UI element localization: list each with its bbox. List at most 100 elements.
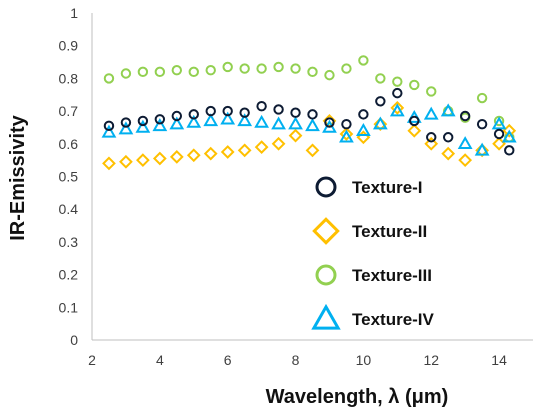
plot-area [101,55,517,171]
data-point [103,120,115,132]
data-point [491,116,507,130]
data-point [339,127,354,141]
data-point [355,123,371,136]
data-point [237,113,253,127]
data-point [137,115,149,127]
data-point [103,73,115,84]
y-axis-title: IR-Emissivity [7,114,29,240]
data-point [136,153,150,168]
data-point [254,140,269,154]
data-point [441,146,456,161]
data-point [492,136,506,151]
legend-item: Texture-I [315,176,423,198]
x-tick-labels: 2 4 6 8 10 12 14 [88,352,507,368]
data-point [457,136,473,150]
data-point [222,61,233,73]
data-point [220,111,236,125]
data-point [358,55,369,66]
data-point [341,63,352,74]
data-point [271,136,286,151]
legend: Texture-I Texture-II Texture-III Texture-IV [311,176,435,330]
data-point [458,153,473,168]
data-point [307,109,318,120]
data-point [120,117,132,128]
data-point [120,68,132,79]
legend-marker [315,176,337,198]
y-tick-label: 0.2 [59,267,79,283]
x-axis-title: Wavelength, λ (μm) [266,386,449,408]
x-tick-label: 4 [156,352,164,368]
data-point [119,154,133,169]
data-point [459,110,471,122]
data-point [239,63,250,74]
data-point [288,116,303,130]
data-point [424,136,439,151]
data-point [389,103,405,117]
legend-item: Texture-IV [311,303,435,330]
data-point [423,106,439,120]
data-point [390,100,405,115]
data-point [373,117,388,132]
data-point [426,86,437,97]
data-point [324,117,335,128]
legend-marker [312,217,340,245]
data-point [375,73,386,84]
y-tick-label: 0.1 [59,299,79,315]
data-point [392,87,403,99]
data-point [440,103,456,117]
data-point [154,114,166,125]
legend-label: Texture-I [352,178,423,197]
data-point [290,63,301,74]
data-point [102,156,116,171]
y-tick-label: 0.4 [59,201,79,217]
data-point [307,66,318,78]
legend-item: Texture-III [315,264,432,286]
y-tick-label: 1 [70,5,78,21]
data-point [239,107,250,118]
data-point [339,129,354,143]
data-point [305,118,320,132]
axes [91,13,533,341]
data-point [341,118,352,130]
data-point [476,92,488,104]
data-point [474,142,490,156]
data-point [271,116,286,130]
data-point [118,121,134,135]
data-point [186,114,202,128]
y-tick-label: 0.8 [59,70,79,86]
x-tick-label: 14 [491,352,507,368]
data-point [188,66,199,78]
y-tick-label: 0.3 [59,234,79,250]
x-tick-label: 12 [423,352,439,368]
legend-item: Texture-II [312,217,427,245]
data-point [476,118,488,130]
y-tick-label: 0.6 [59,136,79,152]
data-point [273,61,284,73]
data-point [154,66,166,78]
data-point [288,128,303,143]
data-point [137,66,149,78]
data-point [203,113,219,127]
data-point [256,63,267,74]
x-tick-label: 2 [88,352,96,368]
data-point [501,129,517,143]
data-point [169,150,184,164]
data-point [169,116,185,130]
data-point [135,119,151,133]
data-point [152,151,167,166]
data-point [101,124,117,138]
data-point [324,69,335,81]
series-texture-i [103,87,515,156]
data-point [475,143,489,158]
data-point [188,109,199,120]
data-point [220,145,235,159]
x-tick-label: 10 [356,352,372,368]
data-point [409,79,420,91]
data-point [375,96,386,107]
data-point [442,132,454,143]
data-point [504,145,515,156]
legend-marker [311,303,341,330]
y-tick-label: 0.5 [59,169,79,185]
y-tick-label: 0 [70,332,78,348]
